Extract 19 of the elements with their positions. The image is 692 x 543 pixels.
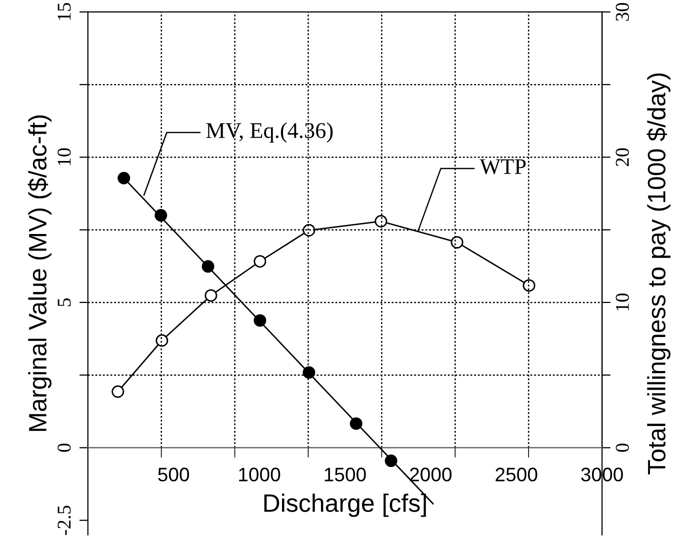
y2-axis-title: Total willingness to pay (1000 $/day)	[646, 73, 670, 474]
x-tick-label: 2500	[496, 468, 538, 482]
y2-tick-label: 30	[616, 2, 629, 21]
y2-tick-label: 20	[616, 148, 629, 166]
y2-tick-label: 10	[616, 293, 629, 310]
annotation: MV, Eq.(4.36)	[206, 122, 333, 143]
y-tick-label: 10	[58, 148, 71, 166]
y-tick-label: 15	[58, 2, 71, 20]
annotation: WTP	[480, 159, 526, 174]
x-tick-label: 1000	[239, 468, 280, 482]
x-tick-label: 500	[158, 468, 190, 482]
y-tick-label: -2.5	[58, 506, 71, 535]
y-tick-label: 0	[58, 444, 71, 452]
x-tick-label: 1500	[324, 468, 366, 482]
x-tick-label: 2000	[410, 468, 452, 482]
x-axis-title: Discharge [cfs]	[264, 494, 426, 517]
y-axis-title: Marginal Value (MV) ($/ac-ft)	[28, 115, 52, 431]
y-tick-label: 5	[58, 298, 71, 306]
y2-tick-label: 0	[616, 444, 629, 452]
